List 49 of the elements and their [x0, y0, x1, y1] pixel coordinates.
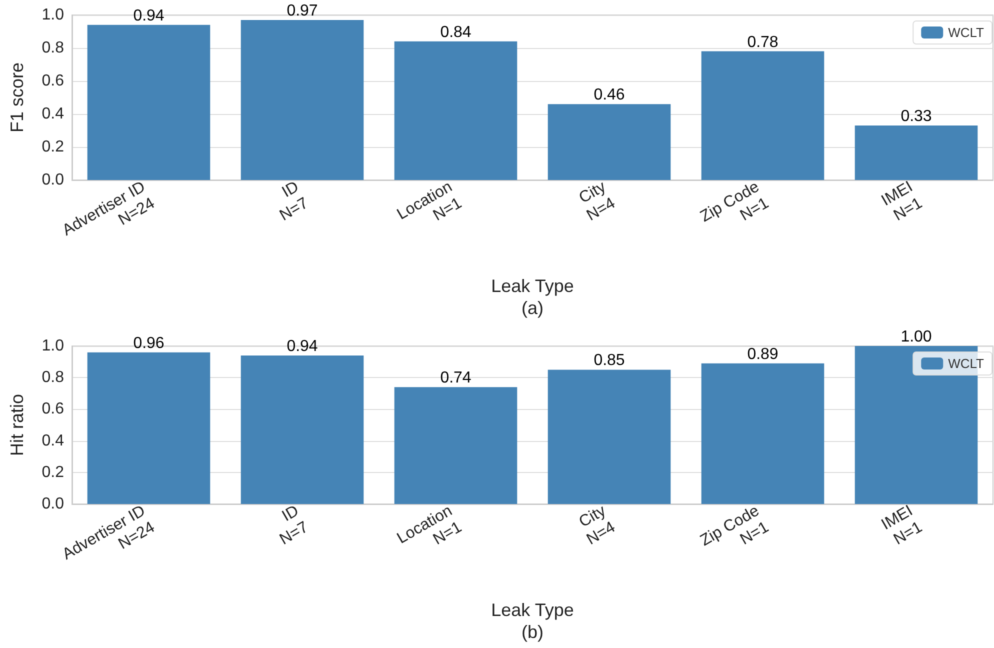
data-label: 0.74: [440, 370, 472, 387]
y-tick-label: 0.0: [42, 496, 64, 512]
y-tick-label: 0.6: [42, 400, 64, 418]
bar: [701, 363, 824, 504]
data-label: 0.89: [747, 346, 778, 363]
bar: [240, 355, 364, 504]
x-tick-label: ID N=7: [276, 502, 312, 548]
x-axis-title: Leak Type (a): [491, 276, 574, 318]
bar: [394, 41, 518, 180]
bar: [701, 51, 824, 180]
x-tick-label: IMEI N=1: [878, 178, 926, 224]
bar: [394, 387, 518, 504]
y-tick-label: 0.6: [42, 72, 64, 90]
y-tick-label: 0.4: [42, 432, 64, 450]
data-label: 0.94: [133, 7, 164, 24]
x-tick-label: Zip Code N=1: [698, 502, 772, 550]
x-tick-label: ID N=7: [276, 178, 312, 224]
legend-label: WCLT: [948, 356, 984, 371]
legend-label: WCLT: [948, 25, 984, 40]
y-tick-label: 0.4: [42, 106, 64, 122]
data-label: 0.97: [286, 2, 318, 20]
y-tick-label: 0.8: [42, 40, 64, 56]
y-tick-label: 1.0: [42, 6, 64, 24]
y-tick-label: 1.0: [42, 338, 64, 354]
bar: [240, 20, 364, 180]
bar: [548, 370, 671, 504]
bar: [854, 126, 978, 180]
x-tick-label: City N=4: [576, 178, 618, 224]
y-tick-label: 0.8: [42, 369, 64, 386]
data-label: 0.33: [900, 108, 932, 126]
bar: [548, 104, 671, 180]
y-axis-title: F1 score: [7, 62, 27, 133]
data-label: 0.85: [594, 352, 625, 370]
y-tick-label: 0.2: [42, 464, 64, 481]
x-tick-label: IMEI N=1: [878, 502, 926, 548]
data-label: 0.94: [286, 338, 318, 355]
x-tick-label: City N=4: [576, 502, 618, 548]
bar: [87, 24, 210, 180]
data-label: 0.46: [594, 86, 625, 104]
y-tick-label: 0.2: [42, 138, 64, 156]
data-label: 1.00: [900, 328, 932, 346]
x-axis-title: Leak Type (b): [491, 600, 574, 642]
y-tick-label: 0.0: [42, 172, 64, 188]
x-tick-label: Zip Code N=1: [698, 178, 772, 226]
data-label: 0.78: [747, 34, 778, 51]
bar: [87, 352, 210, 504]
data-label: 0.96: [133, 334, 164, 352]
y-axis-title: Hit ratio: [7, 394, 27, 456]
data-label: 0.84: [440, 24, 472, 41]
